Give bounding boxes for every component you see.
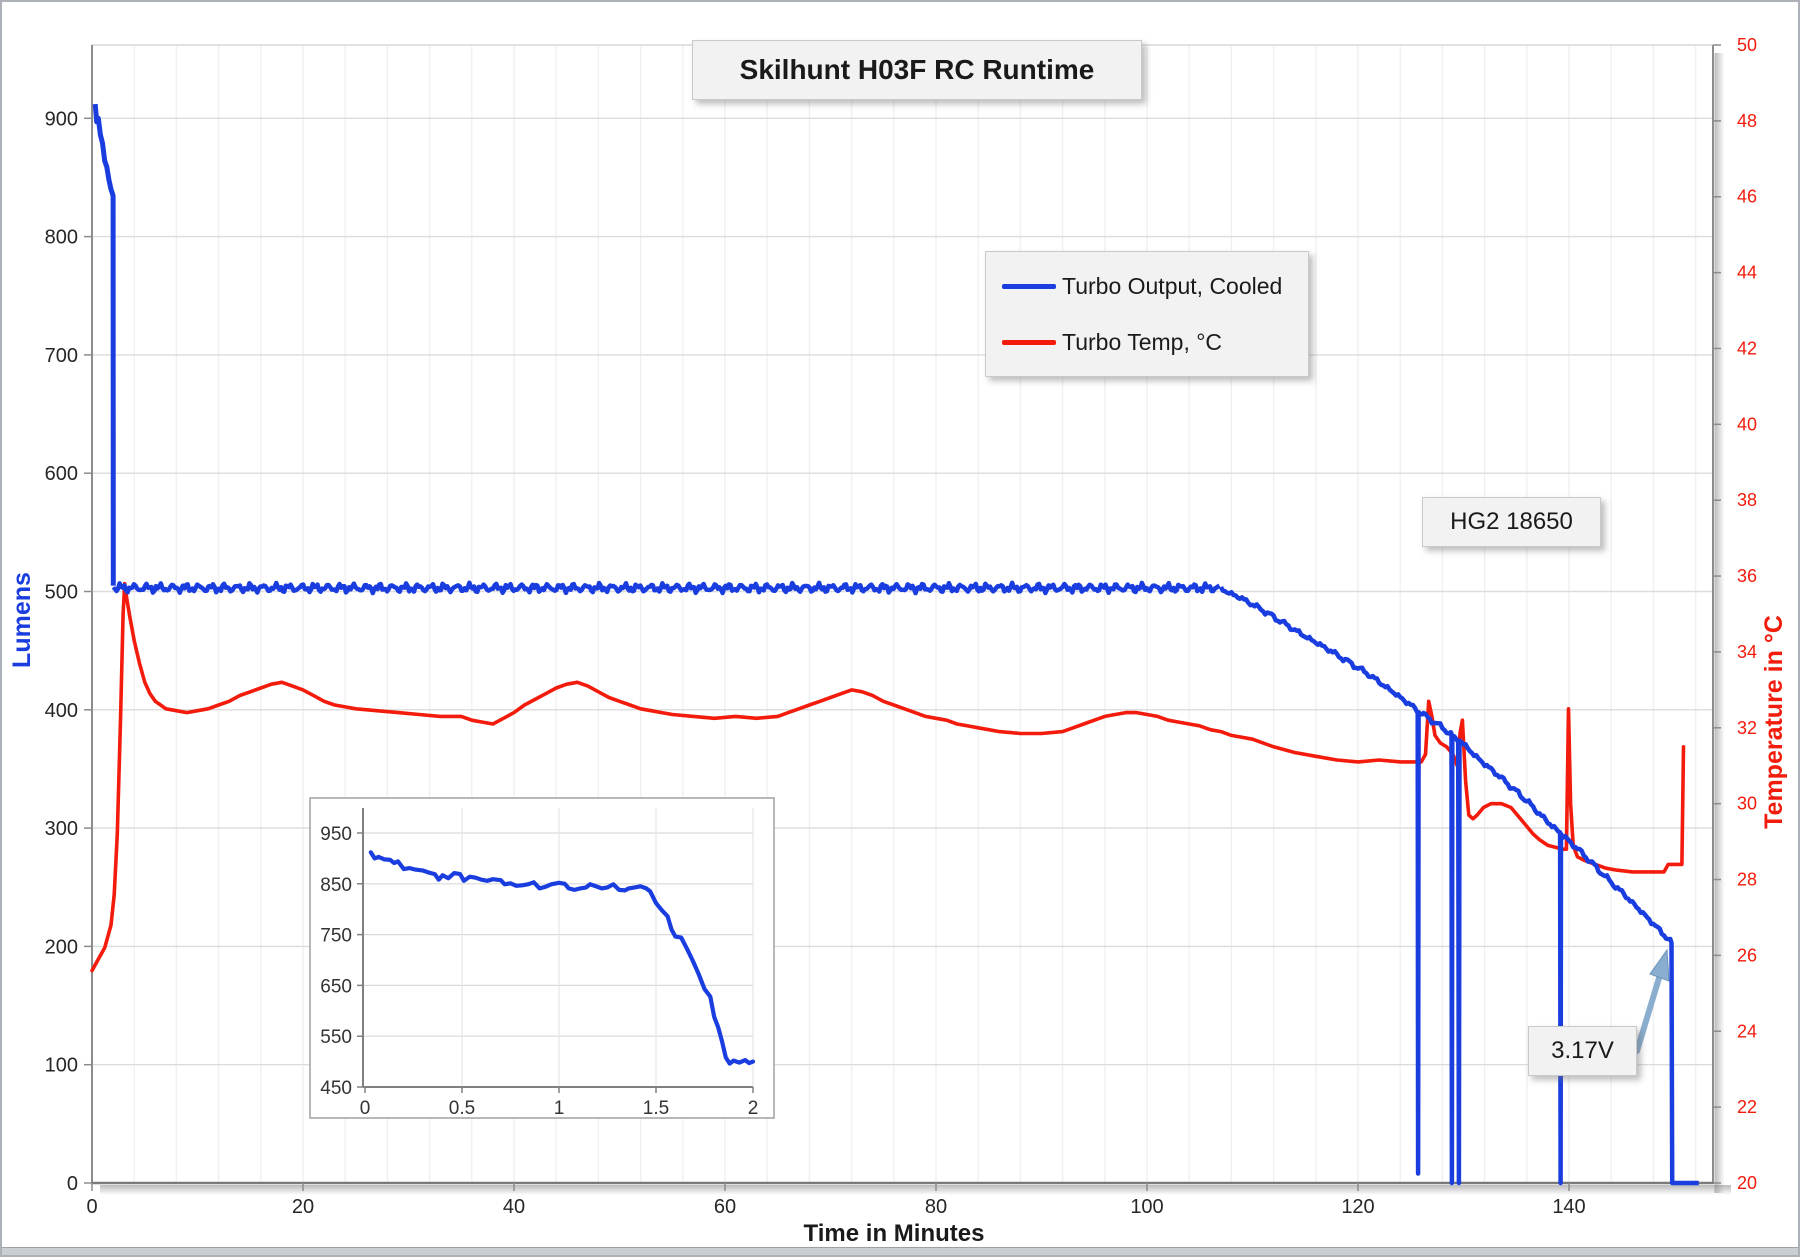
legend: Turbo Output, Cooled Turbo Temp, °C bbox=[985, 251, 1309, 377]
left-tick-label: 700 bbox=[45, 345, 78, 367]
legend-item-temp: Turbo Temp, °C bbox=[1002, 329, 1222, 356]
turbo-output-main bbox=[1218, 585, 1699, 1186]
turbo-output-intro bbox=[92, 103, 116, 586]
inset-chart-frame bbox=[309, 797, 775, 1119]
legend-label-output: Turbo Output, Cooled bbox=[1062, 272, 1283, 299]
x-tick-label: 80 bbox=[925, 1196, 947, 1218]
left-tick-label: 100 bbox=[45, 1055, 78, 1077]
temp-line-swatch bbox=[1002, 339, 1056, 345]
x-tick-label: 0 bbox=[86, 1196, 97, 1218]
left-tick-label: 500 bbox=[45, 582, 78, 604]
x-tick-label: 100 bbox=[1130, 1196, 1163, 1218]
right-tick-label: 32 bbox=[1737, 718, 1757, 738]
inset-y-tick-label: 950 bbox=[320, 824, 352, 845]
inset-y-tick-label: 750 bbox=[320, 926, 352, 947]
chart-title: Skilhunt H03F RC Runtime bbox=[739, 54, 1095, 85]
inset-x-tick-label: 1 bbox=[554, 1098, 565, 1119]
right-tick-label: 50 bbox=[1737, 35, 1757, 55]
inset-output-line bbox=[368, 850, 756, 1066]
inset-x-tick-label: 2 bbox=[748, 1098, 759, 1119]
chart-title-box: Skilhunt H03F RC Runtime bbox=[692, 40, 1142, 100]
voltage-arrow-head bbox=[1649, 948, 1670, 982]
left-tick-label: 800 bbox=[45, 227, 78, 249]
x-tick-label: 40 bbox=[503, 1196, 525, 1218]
inset-x-tick-label: 1.5 bbox=[643, 1098, 669, 1119]
inset-y-tick-label: 850 bbox=[320, 875, 352, 896]
voltage-annotation-box: 3.17V bbox=[1528, 1026, 1637, 1076]
right-tick-label: 46 bbox=[1737, 187, 1757, 207]
battery-annotation: HG2 18650 bbox=[1450, 508, 1573, 535]
inset-y-tick-label: 550 bbox=[320, 1027, 352, 1048]
window-edge bbox=[0, 1247, 1800, 1257]
turbo-output-plateau bbox=[111, 580, 1221, 596]
x-tick-label: 120 bbox=[1341, 1196, 1374, 1218]
x-axis-title: Time in Minutes bbox=[803, 1220, 985, 1247]
turbo-temp-line bbox=[90, 581, 1686, 973]
right-tick-label: 44 bbox=[1737, 263, 1757, 283]
right-tick-label: 22 bbox=[1737, 1097, 1757, 1117]
plot-shadow-bottom bbox=[100, 1185, 1731, 1195]
output-line-swatch bbox=[1002, 283, 1056, 289]
left-tick-label: 400 bbox=[45, 700, 78, 722]
plot-shadow-right bbox=[1714, 53, 1725, 1193]
inset-x-tick-label: 0 bbox=[360, 1098, 371, 1119]
right-tick-label: 42 bbox=[1737, 338, 1757, 358]
right-tick-label: 20 bbox=[1737, 1173, 1757, 1193]
legend-label-temp: Turbo Temp, °C bbox=[1062, 328, 1223, 355]
battery-annotation-box: HG2 18650 bbox=[1422, 497, 1601, 547]
right-tick-label: 28 bbox=[1737, 870, 1757, 890]
right-tick-label: 24 bbox=[1737, 1021, 1757, 1041]
right-tick-label: 40 bbox=[1737, 414, 1757, 434]
inset-y-tick-label: 650 bbox=[320, 976, 352, 997]
right-tick-label: 26 bbox=[1737, 945, 1757, 965]
left-axis-title: Lumens bbox=[8, 572, 36, 668]
inset-y-tick-label: 450 bbox=[320, 1078, 352, 1099]
inset-x-tick-label: 0.5 bbox=[449, 1098, 475, 1119]
right-tick-label: 30 bbox=[1737, 794, 1757, 814]
voltage-annotation: 3.17V bbox=[1551, 1037, 1614, 1064]
right-axis-title: Temperature in °C bbox=[1760, 615, 1788, 829]
legend-item-output: Turbo Output, Cooled bbox=[1002, 273, 1282, 300]
left-tick-label: 600 bbox=[45, 463, 78, 485]
left-tick-label: 0 bbox=[67, 1173, 78, 1195]
left-tick-label: 900 bbox=[45, 108, 78, 130]
right-tick-label: 36 bbox=[1737, 566, 1757, 586]
x-tick-label: 60 bbox=[714, 1196, 736, 1218]
x-tick-label: 20 bbox=[292, 1196, 314, 1218]
right-tick-label: 48 bbox=[1737, 111, 1757, 131]
voltage-arrow-shaft bbox=[1634, 975, 1662, 1054]
right-tick-label: 38 bbox=[1737, 490, 1757, 510]
left-tick-label: 300 bbox=[45, 818, 78, 840]
x-tick-label: 140 bbox=[1552, 1196, 1585, 1218]
left-tick-label: 200 bbox=[45, 936, 78, 958]
right-tick-label: 34 bbox=[1737, 642, 1757, 662]
